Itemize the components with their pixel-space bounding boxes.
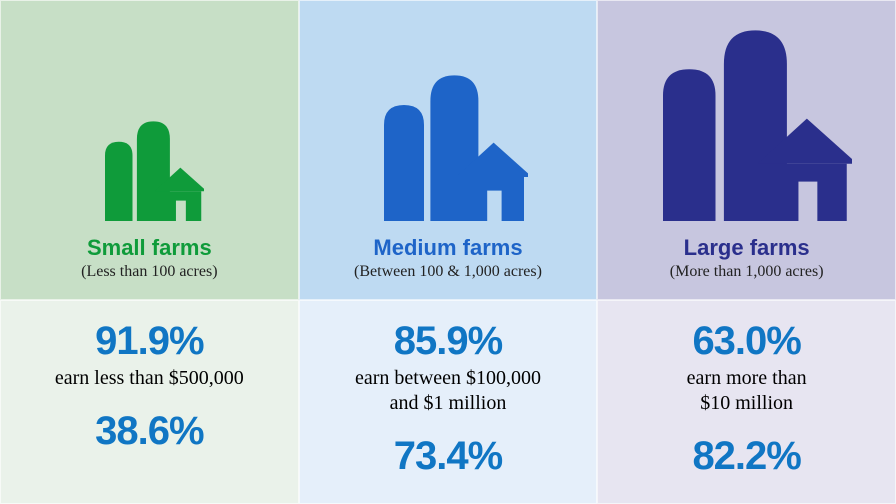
- panel-medium-bottom: 85.9% earn between $100,000and $1 millio…: [299, 300, 598, 504]
- panel-title: Medium farms: [373, 235, 522, 261]
- stat-primary-pct: 63.0%: [692, 319, 800, 364]
- stat-primary-pct: 85.9%: [394, 319, 502, 364]
- panel-small-bottom: 91.9% earn less than $500,000 38.6%: [0, 300, 299, 504]
- stat-secondary-pct: 82.2%: [692, 434, 800, 479]
- farm-icon-medium: [300, 69, 597, 221]
- panel-large-bottom: 63.0% earn more than$10 million 82.2%: [597, 300, 896, 504]
- farm-icon-large: [598, 22, 895, 222]
- stat-secondary-pct: 38.6%: [95, 409, 203, 454]
- stat-earn-text: earn more than$10 million: [687, 366, 807, 416]
- stat-secondary-pct: 73.4%: [394, 434, 502, 479]
- infographic-grid: Small farms (Less than 100 acres) Medium…: [0, 0, 896, 504]
- stat-earn-text: earn between $100,000and $1 million: [355, 366, 541, 416]
- farm-icon-small: [1, 117, 298, 222]
- panel-subtitle: (Less than 100 acres): [81, 263, 217, 281]
- panel-large-top: Large farms (More than 1,000 acres): [597, 0, 896, 300]
- panel-subtitle: (Between 100 & 1,000 acres): [354, 263, 542, 281]
- panel-small-top: Small farms (Less than 100 acres): [0, 0, 299, 300]
- panel-title: Small farms: [87, 235, 212, 261]
- stat-primary-pct: 91.9%: [95, 319, 203, 364]
- panel-title: Large farms: [684, 235, 810, 261]
- panel-medium-top: Medium farms (Between 100 & 1,000 acres): [299, 0, 598, 300]
- panel-subtitle: (More than 1,000 acres): [670, 263, 824, 281]
- stat-earn-text: earn less than $500,000: [55, 366, 244, 391]
